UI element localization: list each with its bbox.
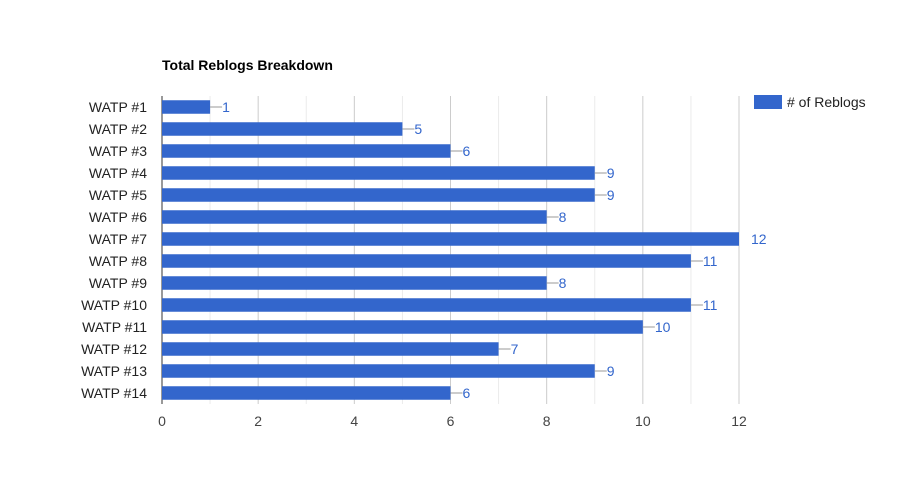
data-label: 7 — [511, 341, 519, 357]
data-label: 9 — [607, 363, 615, 379]
data-label: 9 — [607, 165, 615, 181]
category-label: WATP #3 — [89, 143, 147, 159]
x-tick-label: 10 — [635, 413, 651, 429]
data-label: 11 — [703, 253, 718, 269]
category-label: WATP #7 — [89, 231, 147, 247]
x-tick-labels: 0 2 4 6 8 10 12 — [158, 413, 747, 429]
x-tick-label: 8 — [543, 413, 551, 429]
data-label: 12 — [751, 231, 767, 247]
category-label: WATP #9 — [89, 275, 147, 291]
data-label: 8 — [559, 209, 567, 225]
x-tick-label: 2 — [254, 413, 262, 429]
legend-swatch — [754, 95, 782, 109]
category-label: WATP #6 — [89, 209, 147, 225]
data-labels: 1 5 6 9 9 8 12 11 8 11 10 7 9 6 — [210, 99, 767, 401]
bar[interactable] — [162, 276, 547, 290]
bar[interactable] — [162, 100, 211, 114]
bars — [162, 100, 739, 400]
x-tick-label: 12 — [731, 413, 747, 429]
legend-label: # of Reblogs — [787, 94, 866, 110]
category-label: WATP #14 — [81, 385, 147, 401]
gridlines — [161, 96, 740, 404]
bar[interactable] — [162, 364, 595, 378]
bar[interactable] — [162, 254, 691, 268]
category-label: WATP #13 — [81, 363, 147, 379]
x-tick-label: 0 — [158, 413, 166, 429]
bar[interactable] — [162, 320, 643, 334]
bar[interactable] — [162, 144, 451, 158]
bar[interactable] — [162, 122, 403, 136]
x-tick-label: 6 — [447, 413, 455, 429]
bar[interactable] — [162, 298, 691, 312]
legend[interactable]: # of Reblogs — [754, 94, 866, 110]
data-label: 6 — [463, 385, 471, 401]
category-label: WATP #2 — [89, 121, 147, 137]
data-label: 9 — [607, 187, 615, 203]
category-label: WATP #10 — [81, 297, 147, 313]
bar[interactable] — [162, 386, 451, 400]
category-label: WATP #12 — [81, 341, 147, 357]
data-label: 8 — [559, 275, 567, 291]
x-tick-label: 4 — [350, 413, 358, 429]
bar[interactable] — [162, 342, 499, 356]
data-label: 6 — [463, 143, 471, 159]
category-label: WATP #8 — [89, 253, 147, 269]
bar[interactable] — [162, 210, 547, 224]
bar[interactable] — [162, 232, 739, 246]
chart-title: Total Reblogs Breakdown — [162, 57, 333, 73]
category-label: WATP #11 — [82, 319, 147, 335]
category-label: WATP #5 — [89, 187, 147, 203]
data-label: 5 — [414, 121, 422, 137]
category-label: WATP #1 — [89, 99, 147, 115]
bar[interactable] — [162, 166, 595, 180]
data-label: 10 — [655, 319, 671, 335]
bar[interactable] — [162, 188, 595, 202]
data-label: 11 — [703, 297, 718, 313]
category-label: WATP #4 — [89, 165, 147, 181]
data-label: 1 — [222, 99, 230, 115]
category-labels: WATP #1 WATP #2 WATP #3 WATP #4 WATP #5 WATP … — [81, 99, 147, 401]
